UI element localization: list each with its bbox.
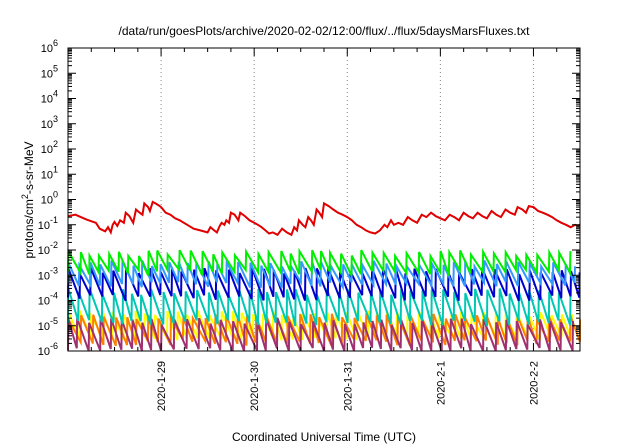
- y-axis: 10-610-510-410-310-210-11001011021031041…: [38, 38, 580, 358]
- series-line: [67, 310, 573, 341]
- x-axis: 2020-1-29 2020-1-30 2020-1-31 2020-2-1 2020-…: [90, 48, 581, 411]
- x-tick-label: 2020-1-29: [156, 361, 168, 411]
- y-tick-exponent: 6: [53, 38, 58, 48]
- y-tick-exponent: -5: [50, 316, 58, 326]
- y-tick-exponent: -2: [50, 240, 58, 250]
- y-tick-base: 10: [38, 321, 50, 333]
- series-line: [67, 200, 581, 237]
- y-tick-exponent: -4: [50, 291, 58, 301]
- y-tick-label: 10-3: [38, 265, 58, 282]
- y-tick-base: 10: [41, 94, 53, 106]
- y-tick-base: 10: [41, 169, 53, 181]
- y-tick-label: 102: [41, 139, 58, 156]
- y-tick-label: 10-4: [38, 291, 58, 308]
- y-tick-base: 10: [41, 195, 53, 207]
- x-tick-label: 2020-1-30: [249, 361, 261, 411]
- y-tick-exponent: 0: [53, 190, 58, 200]
- y-tick-exponent: 3: [53, 114, 58, 124]
- y-tick-exponent: -1: [50, 215, 58, 225]
- y-axis-title-part: protons/cm: [22, 199, 36, 258]
- y-tick-base: 10: [38, 245, 50, 257]
- y-tick-exponent: 1: [53, 164, 58, 174]
- y-axis-title: protons/cm2-s-sr-MeV: [20, 141, 36, 258]
- series-line: [67, 247, 572, 277]
- y-tick-label: 106: [41, 38, 58, 55]
- x-axis-title: Coordinated Universal Time (UTC): [232, 430, 416, 444]
- y-axis-title-part: -s-sr-MeV: [22, 141, 36, 194]
- y-tick-exponent: 5: [53, 63, 58, 73]
- y-tick-label: 101: [41, 164, 58, 181]
- x-tick-label: 2020-1-31: [342, 361, 354, 411]
- y-tick-base: 10: [41, 119, 53, 131]
- y-tick-label: 100: [41, 190, 58, 207]
- x-tick-label: 2020-2-2: [528, 361, 540, 405]
- y-tick-label: 104: [41, 89, 58, 106]
- y-tick-label: 10-5: [38, 316, 58, 333]
- y-tick-base: 10: [38, 346, 50, 358]
- y-tick-exponent: 2: [53, 139, 58, 149]
- y-axis-title-exponent: 2: [20, 194, 30, 199]
- y-tick-label: 10-6: [38, 341, 58, 358]
- y-tick-exponent: -3: [50, 265, 58, 275]
- y-tick-label: 10-2: [38, 240, 58, 257]
- series-line: [67, 258, 576, 291]
- chart-title: /data/run/goesPlots/archive/2020-02-02/1…: [119, 24, 531, 38]
- y-tick-label: 103: [41, 114, 58, 131]
- x-tick-label: 2020-2-1: [435, 361, 447, 405]
- series-line: [67, 288, 572, 327]
- y-tick-label: 10-1: [38, 215, 58, 232]
- series-group: [67, 200, 581, 352]
- y-tick-base: 10: [41, 144, 53, 156]
- y-tick-exponent: 4: [53, 89, 58, 99]
- series-line: [67, 267, 581, 302]
- y-tick-base: 10: [41, 43, 53, 55]
- y-tick-base: 10: [38, 220, 50, 232]
- y-tick-base: 10: [41, 68, 53, 80]
- y-tick-base: 10: [38, 296, 50, 308]
- y-tick-base: 10: [38, 270, 50, 282]
- y-tick-label: 105: [41, 63, 58, 80]
- y-tick-exponent: -6: [50, 341, 58, 351]
